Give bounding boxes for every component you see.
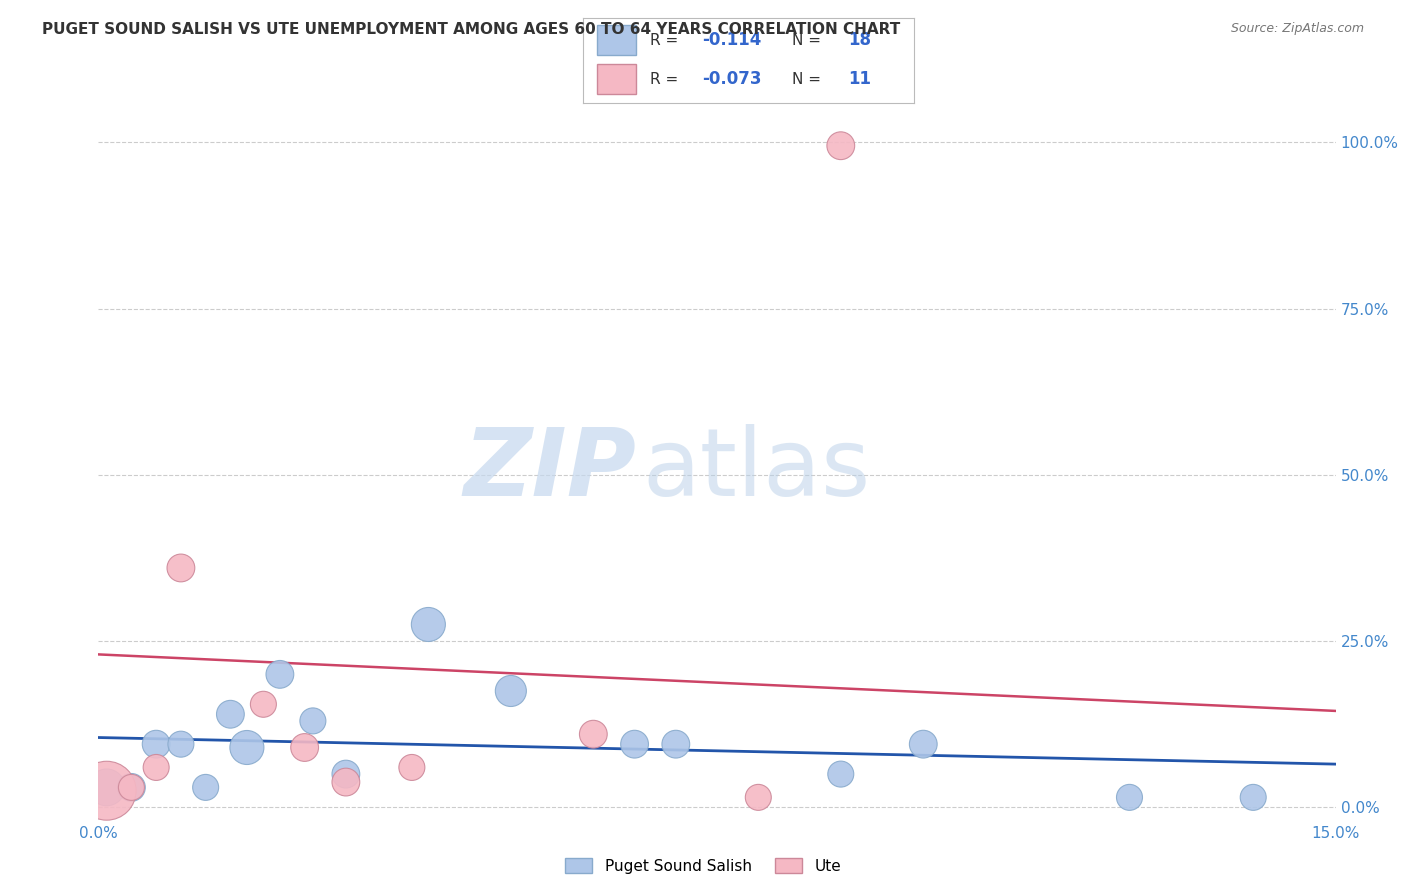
FancyBboxPatch shape bbox=[596, 26, 637, 55]
Point bbox=[96, 780, 118, 795]
Point bbox=[219, 707, 242, 722]
Text: Source: ZipAtlas.com: Source: ZipAtlas.com bbox=[1230, 22, 1364, 36]
Point bbox=[96, 783, 118, 797]
Point bbox=[294, 740, 316, 755]
Text: PUGET SOUND SALISH VS UTE UNEMPLOYMENT AMONG AGES 60 TO 64 YEARS CORRELATION CHA: PUGET SOUND SALISH VS UTE UNEMPLOYMENT A… bbox=[42, 22, 900, 37]
Point bbox=[252, 698, 274, 712]
Point bbox=[145, 737, 167, 751]
Text: 18: 18 bbox=[848, 31, 870, 49]
Point bbox=[170, 561, 193, 575]
Text: -0.073: -0.073 bbox=[703, 70, 762, 88]
Point bbox=[418, 617, 440, 632]
Point bbox=[1118, 790, 1140, 805]
Text: N =: N = bbox=[792, 33, 825, 48]
Point bbox=[830, 138, 852, 153]
Text: -0.114: -0.114 bbox=[703, 31, 762, 49]
Point bbox=[120, 780, 142, 795]
Point bbox=[830, 767, 852, 781]
Point bbox=[582, 727, 605, 741]
Point bbox=[401, 760, 423, 774]
Text: 11: 11 bbox=[848, 70, 870, 88]
Text: ZIP: ZIP bbox=[464, 424, 637, 516]
Point bbox=[302, 714, 325, 728]
Text: R =: R = bbox=[650, 33, 683, 48]
Text: atlas: atlas bbox=[643, 424, 872, 516]
FancyBboxPatch shape bbox=[596, 64, 637, 95]
Legend: Puget Sound Salish, Ute: Puget Sound Salish, Ute bbox=[558, 852, 848, 880]
Point bbox=[170, 737, 193, 751]
Point bbox=[269, 667, 291, 681]
Point bbox=[912, 737, 935, 751]
Point bbox=[499, 684, 522, 698]
Point bbox=[1241, 790, 1264, 805]
Point bbox=[665, 737, 688, 751]
Text: N =: N = bbox=[792, 71, 825, 87]
Point bbox=[236, 740, 259, 755]
Point bbox=[145, 760, 167, 774]
Point bbox=[623, 737, 645, 751]
Point bbox=[120, 780, 142, 795]
Point bbox=[335, 767, 357, 781]
Point bbox=[747, 790, 769, 805]
Point bbox=[194, 780, 217, 795]
Point bbox=[335, 775, 357, 789]
Text: R =: R = bbox=[650, 71, 683, 87]
